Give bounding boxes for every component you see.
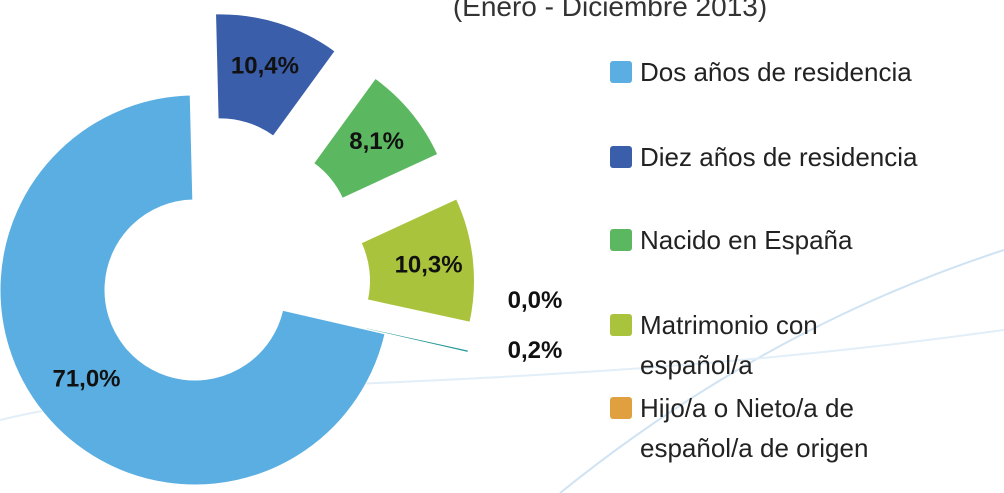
donut-slice	[215, 13, 336, 137]
data-label: 10,4%	[231, 53, 299, 80]
legend-label: Nacido en España	[640, 225, 853, 255]
legend-label: Diez años de residencia	[640, 142, 918, 172]
legend-swatch	[610, 314, 632, 336]
legend-swatch	[610, 397, 632, 419]
legend-label: Dos años de residencia	[640, 57, 912, 87]
legend-swatch	[610, 61, 632, 83]
data-label: 0,0%	[508, 287, 563, 314]
chart-subtitle: (Enero - Diciembre 2013)	[453, 0, 767, 22]
data-label: 8,1%	[349, 128, 404, 155]
donut-slice	[312, 77, 439, 199]
legend-entry: Nacido en España	[610, 220, 852, 260]
donut-slice	[360, 198, 475, 323]
legend: Dos años de residencia Diez años de resid…	[610, 0, 1004, 493]
donut-slice	[365, 327, 470, 354]
legend-entry: Diez años de residencia	[610, 137, 918, 177]
data-label: 0,2%	[508, 337, 563, 364]
legend-entry: Matrimonio con español/a	[610, 305, 890, 385]
legend-label: Matrimonio con español/a	[640, 310, 818, 380]
legend-entry: Hijo/a o Nieto/a de español/a de origen	[610, 388, 940, 468]
decoration	[559, 249, 1004, 493]
legend-label: Hijo/a o Nieto/a de español/a de origen	[640, 393, 869, 463]
legend-swatch	[610, 229, 632, 251]
data-label: 10,3%	[395, 251, 463, 278]
legend-swatch	[610, 146, 632, 168]
legend-entry: Dos años de residencia	[610, 52, 912, 92]
data-label: 71,0%	[52, 365, 120, 392]
donut-slice	[0, 94, 386, 486]
